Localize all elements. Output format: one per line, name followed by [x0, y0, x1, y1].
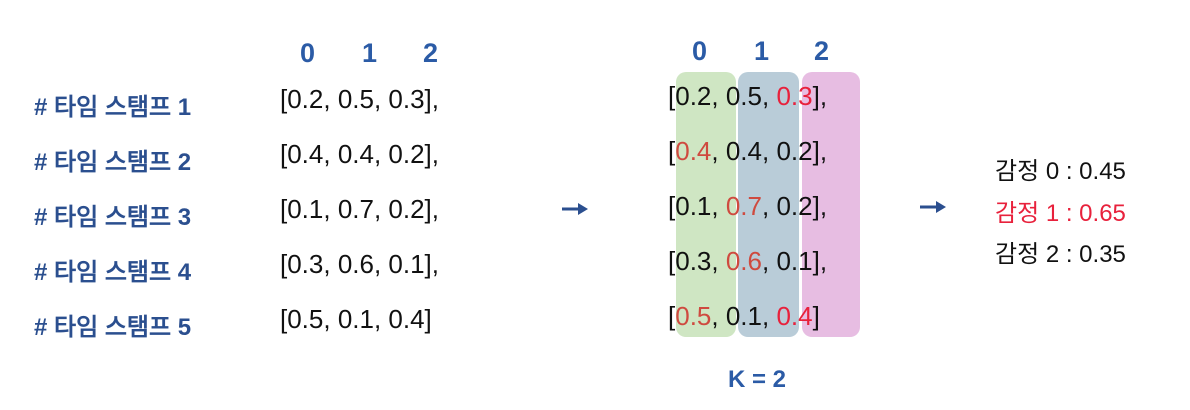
cell-r3-c2: 0.2	[776, 191, 813, 221]
bracket-close: ],	[812, 246, 828, 276]
topk-row-3: [0.1, 0.7, 0.2],	[668, 191, 827, 222]
arrow-right-icon	[562, 203, 588, 215]
sep: ,	[762, 246, 777, 276]
cell-r2-c2: 0.2	[776, 136, 813, 166]
bracket-close: ],	[812, 136, 828, 166]
input-row-2: [0.4, 0.4, 0.2],	[280, 139, 439, 169]
timestamp-label-5: # 타임 스탬프 5	[34, 314, 192, 341]
emotion-0-score: 감정 0 : 0.45	[995, 158, 1126, 185]
cell-r3-c0: 0.1	[675, 191, 712, 221]
cell-r5-c2-selected: 0.4	[776, 301, 813, 331]
column-0-highlight	[676, 72, 736, 337]
mid-col-header-2: 2	[814, 36, 830, 66]
timestamp-label-4: # 타임 스탬프 4	[34, 259, 192, 286]
sep: ,	[762, 136, 777, 166]
sep: ,	[762, 191, 777, 221]
bracket-open: [	[668, 246, 676, 276]
sep: ,	[711, 246, 726, 276]
cell-r4-c2: 0.1	[776, 246, 813, 276]
cell-r2-c0-selected: 0.4	[675, 136, 712, 166]
input-row-4: [0.3, 0.6, 0.1],	[280, 249, 439, 279]
bracket-close: ],	[812, 81, 828, 111]
sep: ,	[711, 191, 726, 221]
cell-r3-c1-selected: 0.7	[725, 191, 762, 221]
timestamp-label-2: # 타임 스탬프 2	[34, 149, 192, 176]
left-col-header-0: 0	[300, 38, 316, 68]
column-1-highlight	[738, 72, 799, 337]
emotion-1-score: 감정 1 : 0.65	[995, 200, 1126, 227]
sep: ,	[711, 81, 726, 111]
sep: ,	[711, 136, 726, 166]
bracket-open: [	[668, 136, 676, 166]
left-col-header-1: 1	[362, 38, 378, 68]
topk-row-1: [0.2, 0.5, 0.3],	[668, 81, 827, 112]
cell-r1-c0: 0.2	[675, 81, 712, 111]
topk-row-2: [0.4, 0.4, 0.2],	[668, 136, 827, 167]
bracket-open: [	[668, 191, 676, 221]
topk-row-5: [0.5, 0.1, 0.4]	[668, 301, 820, 332]
input-row-3: [0.1, 0.7, 0.2],	[280, 194, 439, 224]
cell-r5-c1: 0.1	[725, 301, 762, 331]
input-row-5: [0.5, 0.1, 0.4]	[280, 304, 432, 334]
cell-r1-c1: 0.5	[725, 81, 762, 111]
k-label: K = 2	[728, 366, 787, 393]
cell-r2-c1: 0.4	[725, 136, 762, 166]
left-col-header-2: 2	[423, 38, 439, 68]
topk-row-4: [0.3, 0.6, 0.1],	[668, 246, 827, 277]
bracket-open: [	[668, 81, 676, 111]
bracket-close: ],	[812, 191, 828, 221]
timestamp-label-1: # 타임 스탬프 1	[34, 94, 192, 121]
sep: ,	[762, 301, 777, 331]
cell-r1-c2-selected: 0.3	[776, 81, 813, 111]
emotion-2-score: 감정 2 : 0.35	[995, 241, 1126, 268]
bracket-close: ]	[812, 301, 820, 331]
input-row-1: [0.2, 0.5, 0.3],	[280, 84, 439, 114]
arrow-right-icon	[920, 201, 946, 213]
bracket-open: [	[668, 301, 676, 331]
sep: ,	[711, 301, 726, 331]
sep: ,	[762, 81, 777, 111]
mid-col-header-1: 1	[754, 36, 770, 66]
cell-r4-c0: 0.3	[675, 246, 712, 276]
timestamp-label-3: # 타임 스탬프 3	[34, 204, 192, 231]
cell-r5-c0-selected: 0.5	[675, 301, 712, 331]
column-2-highlight	[802, 72, 860, 337]
cell-r4-c1-selected: 0.6	[725, 246, 762, 276]
mid-col-header-0: 0	[692, 36, 708, 66]
